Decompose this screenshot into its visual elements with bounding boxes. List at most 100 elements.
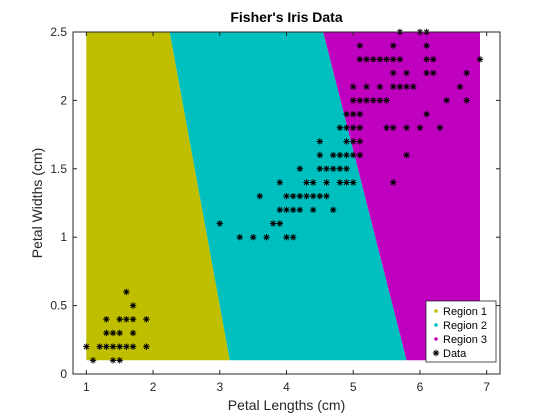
data-point [249,234,257,241]
data-point [356,110,364,118]
data-point [303,192,310,200]
data-point [129,343,137,350]
x-axis-label: Petal Lengths (cm) [228,397,346,413]
data-point [123,288,130,296]
data-point [330,165,337,172]
data-point [350,151,357,159]
chart-title: Fisher's Iris Data [230,9,342,25]
y-tick-label: 2 [60,93,67,107]
data-point [370,56,377,63]
data-point [336,151,344,159]
data-point [410,83,417,90]
plot-area [72,28,501,375]
y-tick-label: 0 [60,367,67,381]
legend-marker [434,337,438,341]
data-point [129,329,137,337]
data-point [350,138,357,145]
data-point [309,206,317,214]
data-point [116,329,123,337]
x-tick-label: 6 [417,380,424,394]
y-tick-label: 1.5 [50,162,67,176]
data-point [343,179,350,186]
data-point [89,357,97,364]
data-point [376,97,384,104]
data-point [356,124,364,131]
data-point [463,69,470,77]
data-point [350,97,357,104]
legend: Region 1 Region 2 Region 3 Data [425,300,497,363]
data-point [443,97,450,104]
data-point [103,329,110,337]
data-point [390,83,397,90]
data-point [296,192,304,200]
data-point [309,192,317,200]
data-point [309,179,317,186]
data-point [390,179,397,186]
legend-marker [434,323,438,327]
data-point [403,151,410,159]
data-point [356,138,364,145]
data-point [316,151,324,159]
data-point [143,343,150,350]
data-point [430,56,437,63]
data-point [289,192,297,200]
data-point [283,206,290,214]
data-point [456,83,464,90]
data-point [129,302,137,309]
data-point [289,234,297,241]
data-point [403,69,410,77]
x-axis: 1 2 3 4 5 6 7 [83,32,490,394]
x-tick-label: 1 [83,380,90,394]
data-point [116,357,123,364]
legend-label: Data [443,348,467,360]
data-point [109,357,117,364]
data-point [350,179,357,186]
data-point [343,110,350,118]
legend-label: Region 2 [443,320,487,332]
data-point [416,124,424,131]
data-point [303,179,310,186]
data-point [283,192,290,200]
data-point [363,56,370,63]
data-point [423,110,430,118]
data-point [109,329,117,337]
data-point [323,192,330,200]
data-point [356,42,364,49]
x-tick-label: 5 [350,380,357,394]
legend-label: Region 3 [443,334,487,346]
data-point [363,97,370,104]
x-tick-label: 3 [216,380,223,394]
data-point [343,138,350,145]
legend-marker [434,309,438,313]
data-point [356,97,364,104]
data-point [336,124,344,131]
data-point [116,343,123,350]
y-tick-label: 2.5 [50,25,67,39]
data-point [123,316,130,323]
data-point [423,42,430,49]
data-point [350,124,357,131]
data-point [296,165,304,172]
data-point [343,151,350,159]
data-point [269,220,277,227]
legend-label: Region 1 [443,306,487,318]
data-point [363,83,370,90]
data-point [316,138,324,145]
data-point [336,165,344,172]
data-point [390,69,397,77]
data-point [343,165,350,172]
data-point [323,165,330,172]
data-point [316,165,324,172]
data-point [276,179,284,186]
data-point [383,97,390,104]
region-1 [86,32,230,361]
data-point [356,56,364,63]
data-point [236,234,243,241]
data-point [390,42,397,49]
data-point [376,56,384,63]
data-point [316,192,324,200]
data-point [336,179,344,186]
data-point [256,192,264,200]
data-point [296,206,304,214]
data-point [403,83,410,90]
